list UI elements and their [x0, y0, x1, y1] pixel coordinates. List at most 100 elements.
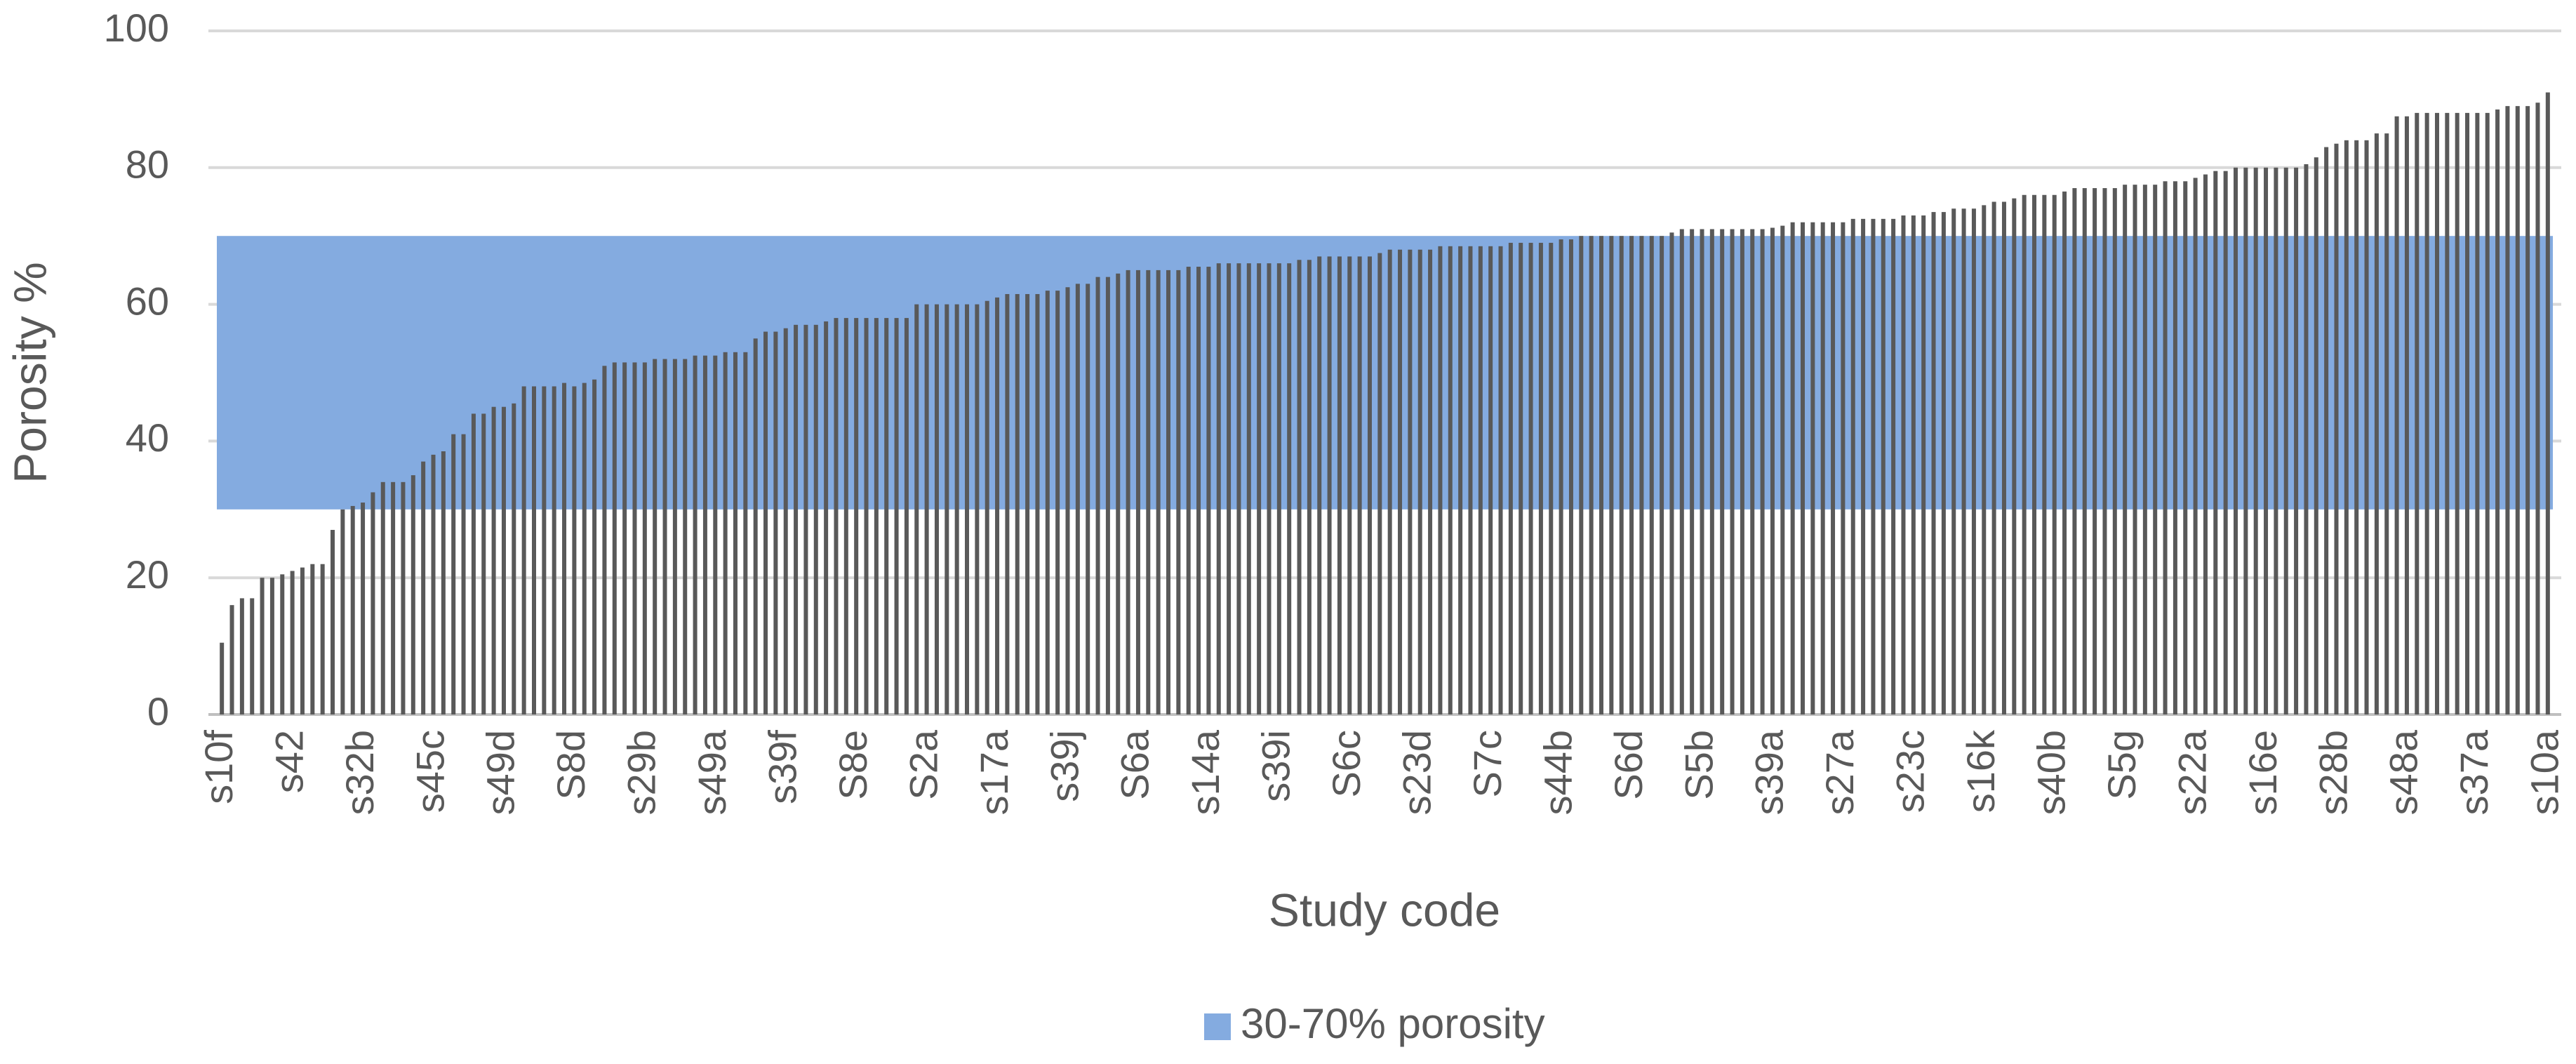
bar — [1075, 284, 1080, 714]
bar — [471, 413, 476, 714]
x-tick-label: s40b — [2029, 730, 2074, 815]
bar — [743, 352, 748, 714]
bar — [1478, 246, 1483, 714]
bar — [2102, 188, 2107, 714]
bar — [401, 481, 406, 714]
bar — [1660, 236, 1664, 714]
bar — [2283, 167, 2288, 715]
bar — [1810, 222, 1815, 715]
bar — [2142, 185, 2147, 714]
bar — [612, 362, 617, 714]
bar — [1730, 229, 1735, 715]
bar — [2001, 201, 2006, 714]
bar — [1337, 256, 1342, 714]
bar — [834, 318, 839, 715]
bar — [2183, 181, 2188, 714]
bar — [1307, 260, 1312, 714]
bar — [1709, 229, 1714, 715]
x-tick-label: S5g — [2100, 730, 2144, 800]
x-tick-label: s48a — [2382, 729, 2426, 815]
bar — [1236, 263, 1241, 714]
bar — [653, 359, 658, 714]
bar — [824, 321, 829, 714]
bar — [2153, 185, 2158, 714]
bar — [1568, 239, 1573, 714]
bar — [672, 359, 677, 714]
legend-swatch — [1204, 1013, 1231, 1040]
bar — [2093, 188, 2097, 714]
x-tick-label: s16e — [2241, 730, 2285, 815]
x-tick-label: s39a — [1747, 729, 1791, 815]
bar — [1720, 229, 1725, 715]
bar — [1428, 249, 1433, 714]
bar — [1055, 291, 1060, 714]
bar — [340, 509, 345, 714]
x-tick-label: S8e — [831, 730, 875, 800]
bar — [2294, 167, 2299, 715]
bar — [2203, 174, 2208, 715]
bar — [843, 318, 848, 715]
x-tick-label: s44b — [1535, 730, 1580, 815]
bar — [1861, 218, 1866, 715]
bar — [1126, 270, 1130, 714]
legend-label: 30-70% porosity — [1241, 1000, 1545, 1047]
bar — [1881, 218, 1886, 715]
bar — [2274, 167, 2278, 715]
bar — [985, 300, 989, 715]
bar — [1135, 270, 1140, 714]
bar — [552, 386, 556, 714]
bar — [1045, 291, 1050, 714]
bar — [1931, 212, 1936, 714]
bar — [421, 461, 426, 714]
bar — [2535, 102, 2540, 714]
bar — [441, 451, 446, 714]
x-tick-label: s39j — [1042, 730, 1086, 802]
bar — [2193, 178, 2198, 714]
bar — [1186, 267, 1191, 714]
bar — [1911, 215, 1916, 715]
bar — [300, 567, 305, 714]
bar — [2163, 181, 2168, 714]
bar — [2465, 112, 2470, 714]
bar — [250, 598, 255, 714]
bar — [1246, 263, 1251, 714]
bar — [1921, 215, 1926, 715]
bar — [1760, 229, 1765, 715]
bar — [1287, 263, 1292, 714]
bar — [1619, 236, 1624, 714]
bar — [733, 352, 738, 714]
bar — [1820, 222, 1825, 715]
bar — [1387, 249, 1392, 714]
bar — [1458, 246, 1463, 714]
bar — [1035, 293, 1040, 714]
bar — [2404, 116, 2409, 714]
bar — [531, 386, 536, 714]
bar — [310, 564, 315, 714]
bar — [2042, 194, 2047, 714]
bar — [582, 383, 587, 714]
bar — [1347, 256, 1352, 714]
bar — [1519, 242, 1523, 714]
bar — [229, 605, 234, 714]
bar — [2012, 198, 2017, 714]
x-tick-label: s16k — [1958, 729, 2003, 813]
bar — [220, 642, 225, 714]
x-tick-label: S6a — [1113, 729, 1157, 799]
bar — [461, 434, 466, 714]
bar — [1941, 212, 1946, 714]
bar — [2455, 112, 2460, 714]
bar — [350, 505, 355, 714]
bar — [361, 503, 366, 714]
bar — [1488, 246, 1493, 714]
x-tick-label: s28b — [2311, 730, 2355, 815]
bar — [1095, 277, 1100, 714]
bar — [622, 362, 627, 714]
bar — [451, 434, 456, 714]
x-tick-label: s10f — [196, 730, 241, 804]
bar — [2324, 147, 2329, 714]
bar — [592, 379, 597, 714]
bar — [2243, 167, 2248, 715]
bar — [1971, 208, 1976, 714]
bar — [1206, 267, 1211, 714]
y-tick-label: 0 — [147, 689, 169, 733]
